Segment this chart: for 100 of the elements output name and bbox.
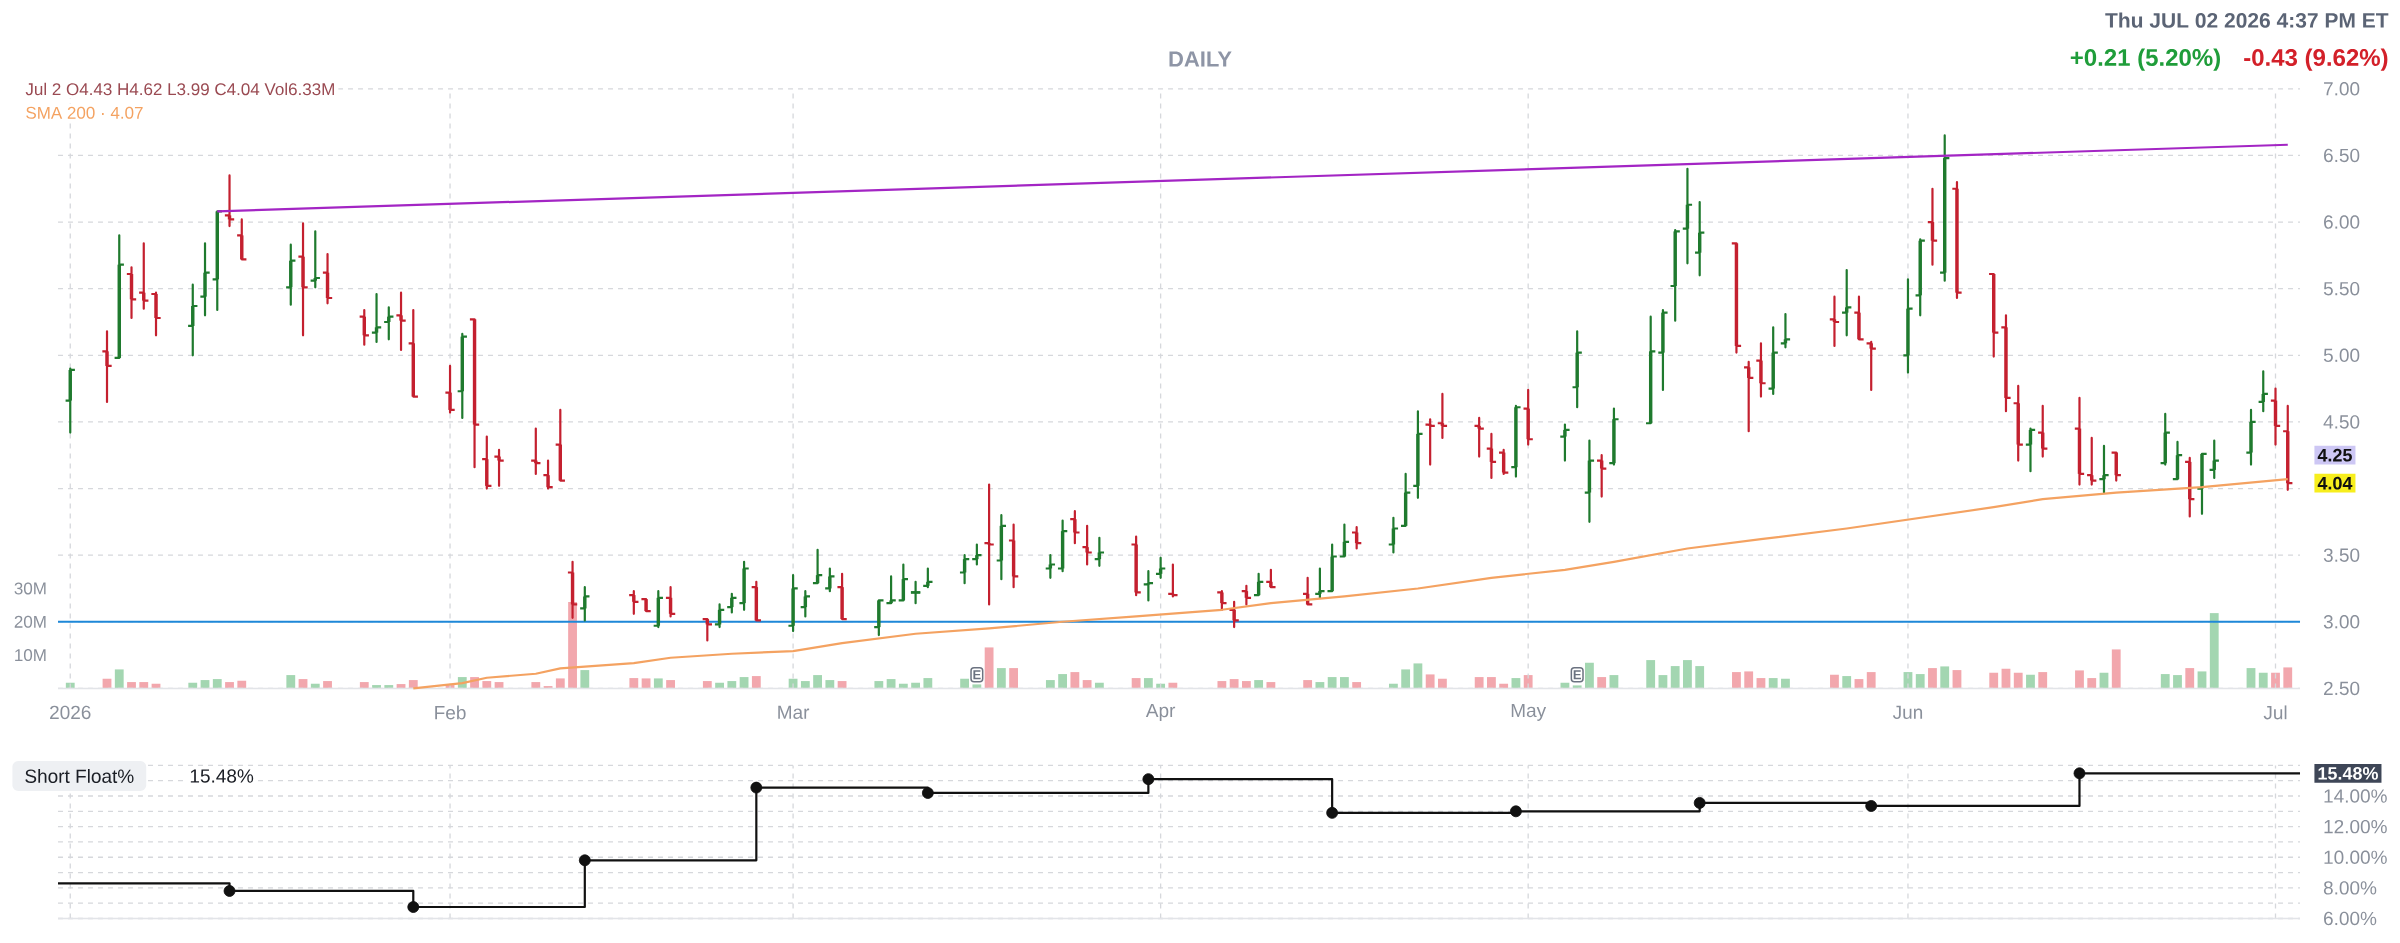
bar [1217,681,1227,689]
x-tick-label: Mar [778,705,810,720]
bar [1437,678,1447,689]
candlestick [150,291,162,337]
candlestick [199,242,211,317]
candlestick [579,586,591,622]
candlestick [444,364,456,414]
candlestick [1608,407,1620,466]
candlestick [2183,456,2196,518]
bar [1474,677,1484,689]
text: 4.25 [2317,448,2352,462]
bar [323,681,332,689]
bar [2185,668,2195,689]
candlestick [958,554,971,585]
candlestick [726,592,738,614]
y-tick-label: 3.50 [2323,548,2360,562]
bar [1058,674,1068,689]
candlestick [713,603,726,629]
bar [139,682,149,689]
text: SMA 200 · 4.07 [26,106,143,119]
bar [1585,662,1594,689]
y2-tick-label: 20M [14,615,46,628]
bar [1830,674,1839,689]
bar [1082,680,1092,689]
candlestick [1473,416,1485,458]
bar [372,685,381,689]
y-tick-label: 3.00 [2323,615,2360,629]
bar [813,675,822,689]
bar [2197,671,2207,689]
bar [127,682,136,689]
bar [1670,666,1680,689]
candlestick [2257,370,2270,413]
candlestick [138,242,150,310]
y-tick-label: 7.00 [2324,82,2360,96]
bar [237,680,247,689]
candlestick [1559,423,1571,462]
candlestick [481,435,493,490]
bar [666,680,675,689]
bar [1315,682,1325,689]
bar [1131,678,1141,689]
point [2073,767,2086,780]
point [1326,806,1339,819]
bar [2283,667,2293,689]
text: 15.48% [2318,767,2378,780]
candlestick [873,599,885,637]
candlestick [1044,554,1057,579]
candlestick [2036,404,2049,458]
bar [629,678,639,689]
candlestick [885,575,897,605]
candlestick [542,459,554,490]
candlestick [285,243,297,306]
candlestick [101,330,113,404]
candlestick [2196,452,2208,515]
bar [1266,682,1276,689]
bar [1327,677,1337,689]
candlestick [738,560,750,611]
text: 4.04 [2317,476,2353,490]
candlestick [493,448,505,487]
candlestick [628,590,640,615]
bar [2038,672,2048,689]
bar [1413,663,1423,689]
candlestick [995,514,1008,581]
candlestick [2012,384,2024,462]
candlestick [2282,404,2294,491]
candlestick [1093,536,1106,567]
bar [727,681,737,689]
point [1865,800,1878,812]
bar [960,678,970,689]
candlestick [1938,134,1951,282]
candlestick [640,598,652,613]
candlestick [2085,436,2098,486]
candlestick [2269,387,2282,446]
bar [715,682,724,689]
bar [1143,678,1153,689]
chart-subtitle: Jul 2 O4.43 H4.62 L3.99 C4.04 Vol6.33M [25,82,334,96]
bar [580,670,590,689]
bar [1094,682,1104,689]
candlestick [983,483,995,606]
bar [825,680,835,689]
x-tick-label: 2026 [50,705,91,720]
bar [886,679,896,689]
bar [923,678,933,689]
candlestick [1350,526,1363,550]
point [1142,773,1155,786]
y-tick-label: 8.00% [2323,881,2377,895]
bar [2173,675,2182,689]
bar [751,676,761,689]
candlestick [1228,600,1240,629]
bar [800,681,810,689]
candlestick [1216,590,1228,611]
candlestick [1767,326,1779,396]
candlestick [530,427,542,475]
point [223,885,236,897]
bar [984,647,994,689]
candlestick [1485,432,1498,479]
point [921,787,934,799]
candlestick [824,567,836,593]
candlestick [1522,388,1534,446]
candlestick [2208,439,2220,479]
bar [911,682,921,689]
